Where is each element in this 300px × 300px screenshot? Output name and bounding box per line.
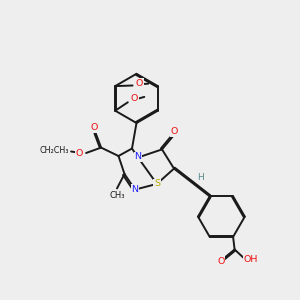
Text: CH₂CH₃: CH₂CH₃ bbox=[40, 146, 69, 155]
Text: CH₃: CH₃ bbox=[109, 190, 125, 200]
Text: OH: OH bbox=[244, 255, 258, 264]
Text: O: O bbox=[217, 257, 224, 266]
Text: O: O bbox=[136, 79, 143, 88]
Text: N: N bbox=[134, 152, 142, 161]
Text: N: N bbox=[131, 185, 139, 194]
Text: S: S bbox=[154, 179, 160, 188]
Text: O: O bbox=[91, 123, 98, 132]
Text: O: O bbox=[131, 94, 138, 103]
Text: O: O bbox=[170, 127, 178, 136]
Text: H: H bbox=[197, 173, 204, 182]
Text: O: O bbox=[76, 149, 83, 158]
